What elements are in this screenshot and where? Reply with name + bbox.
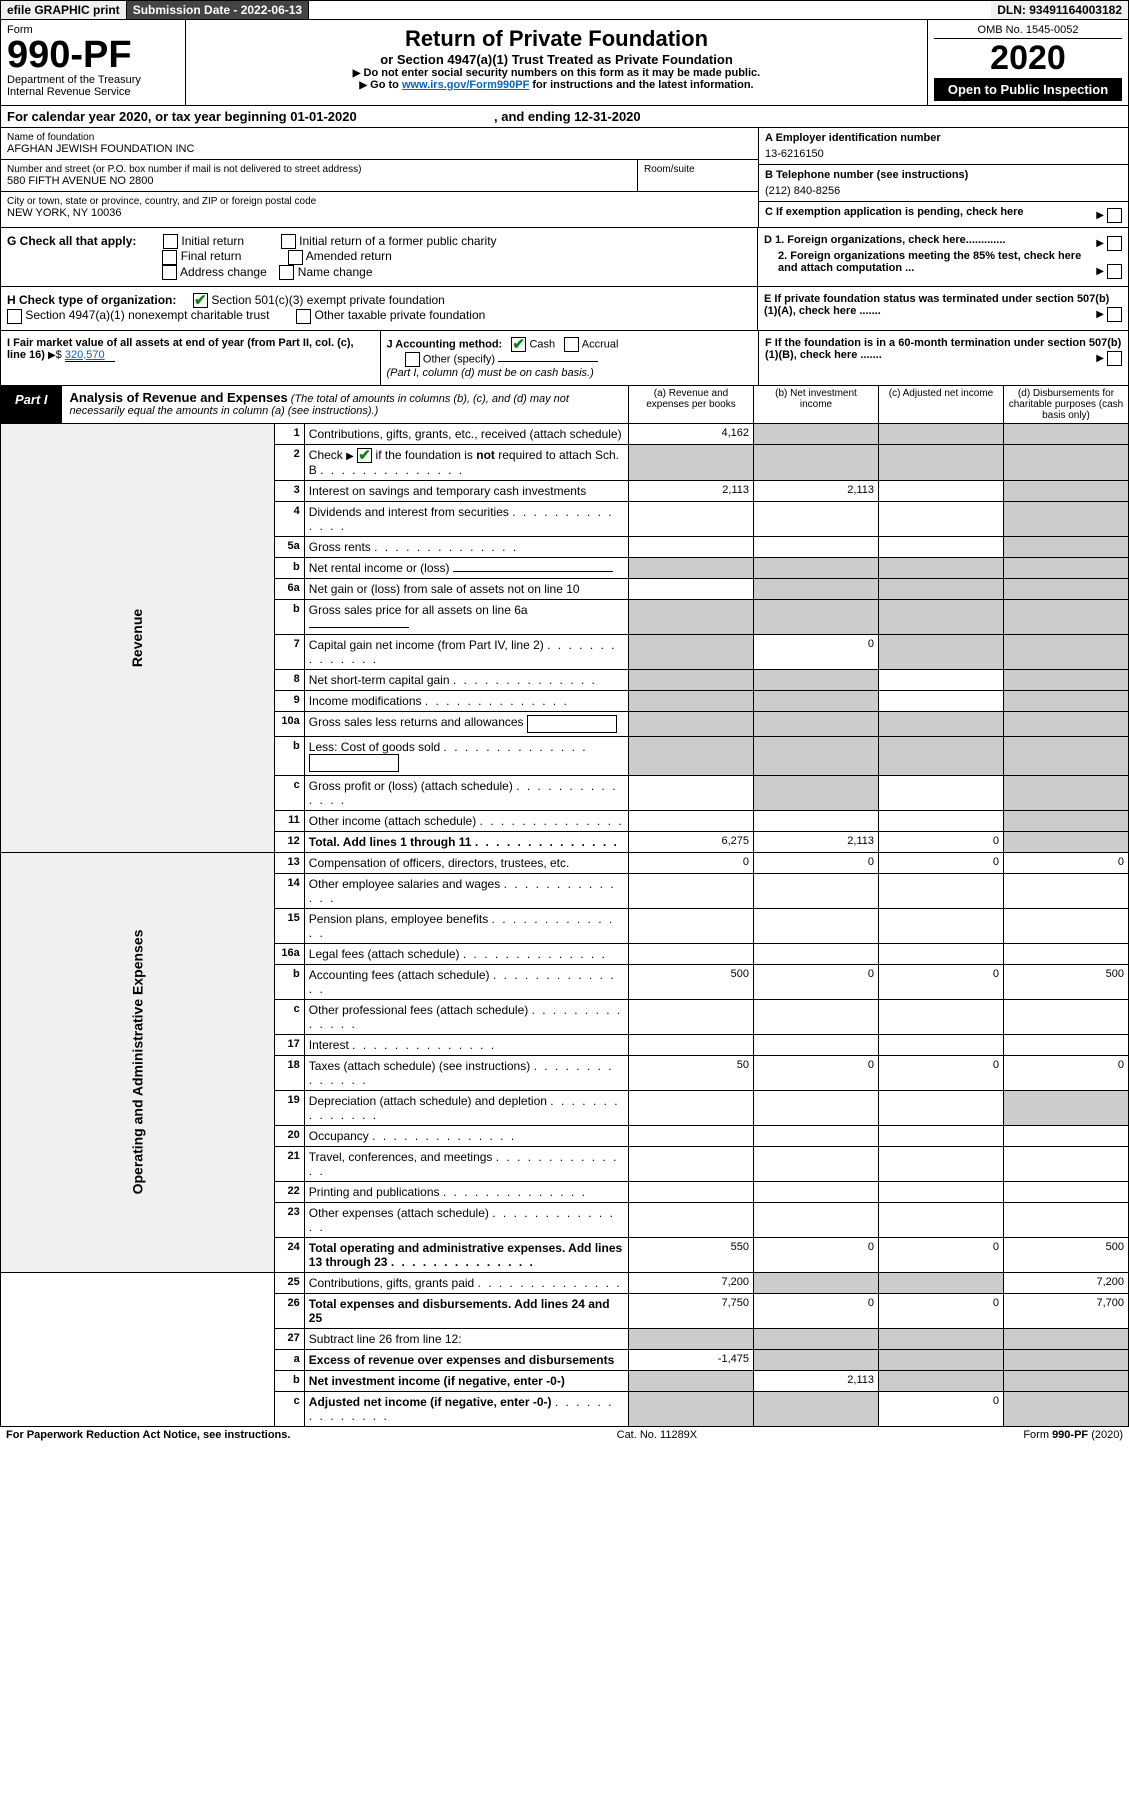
tax-year: 2020: [934, 39, 1122, 78]
f-block: F If the foundation is in a 60-month ter…: [758, 331, 1128, 385]
d1-checkbox[interactable]: [1107, 236, 1122, 251]
telephone-value: (212) 840-8256: [765, 181, 1122, 197]
g-initial-former-checkbox[interactable]: [281, 234, 296, 249]
opex-rotated-label: Operating and Administrative Expenses: [129, 930, 145, 1195]
revenue-rotated-label: Revenue: [129, 609, 145, 667]
table-row: Revenue 1Contributions, gifts, grants, e…: [1, 424, 1129, 445]
omb-number: OMB No. 1545-0052: [934, 24, 1122, 39]
dln: DLN: 93491164003182: [991, 1, 1128, 19]
h-other-taxable-checkbox[interactable]: [296, 309, 311, 324]
top-bar: efile GRAPHIC print Submission Date - 20…: [0, 0, 1129, 20]
e-checkbox[interactable]: [1107, 307, 1122, 322]
calendar-year-row: For calendar year 2020, or tax year begi…: [0, 106, 1129, 128]
form-number: 990-PF: [7, 36, 179, 74]
header-center: Return of Private Foundation or Section …: [186, 20, 928, 105]
address-cell: Number and street (or P.O. box number if…: [1, 160, 638, 191]
catalog-number: Cat. No. 11289X: [617, 1429, 698, 1441]
foundation-name: AFGHAN JEWISH FOUNDATION INC: [7, 143, 752, 155]
g-address-change-checkbox[interactable]: [162, 265, 177, 280]
form-ref: Form 990-PF (2020): [1023, 1429, 1123, 1441]
h-check-block: H Check type of organization: Section 50…: [1, 287, 758, 330]
c-exemption-pending: C If exemption application is pending, c…: [759, 202, 1128, 227]
g-check-block: G Check all that apply: Initial return I…: [1, 228, 758, 286]
part1-desc: Analysis of Revenue and Expenses (The to…: [62, 386, 628, 423]
bullet-link-row: Go to www.irs.gov/Form990PF for instruct…: [192, 79, 921, 91]
street-address: 580 FIFTH AVENUE NO 2800: [7, 175, 631, 187]
fmv-link[interactable]: 320,570: [65, 349, 115, 362]
g-final-return-checkbox[interactable]: [162, 250, 177, 265]
dept-treasury: Department of the Treasury: [7, 74, 179, 86]
j-cash-checkbox[interactable]: [511, 337, 526, 352]
open-public-badge: Open to Public Inspection: [934, 78, 1122, 101]
d-block: D 1. Foreign organizations, check here..…: [758, 228, 1128, 286]
h-501c3-checkbox[interactable]: [193, 293, 208, 308]
col-b-header: (b) Net investment income: [753, 386, 878, 423]
col-c-header: (c) Adjusted net income: [878, 386, 1003, 423]
g-name-change-checkbox[interactable]: [279, 265, 294, 280]
page-footer: For Paperwork Reduction Act Notice, see …: [0, 1427, 1129, 1443]
f-checkbox[interactable]: [1107, 351, 1122, 366]
city-state-zip: NEW YORK, NY 10036: [7, 207, 752, 219]
name-cell: Name of foundation AFGHAN JEWISH FOUNDAT…: [1, 128, 758, 160]
sch-b-checkbox[interactable]: [357, 448, 372, 463]
form-subtitle: or Section 4947(a)(1) Trust Treated as P…: [192, 52, 921, 67]
j-accrual-checkbox[interactable]: [564, 337, 579, 352]
g-label: G Check all that apply:: [7, 234, 136, 248]
header-left: Form 990-PF Department of the Treasury I…: [1, 20, 186, 105]
col-a-header: (a) Revenue and expenses per books: [628, 386, 753, 423]
efile-print-button[interactable]: efile GRAPHIC print: [1, 1, 127, 19]
paperwork-notice: For Paperwork Reduction Act Notice, see …: [6, 1429, 290, 1441]
ijf-row: I Fair market value of all assets at end…: [0, 331, 1129, 386]
j-other-checkbox[interactable]: [405, 352, 420, 367]
g-amended-checkbox[interactable]: [288, 250, 303, 265]
e-block: E If private foundation status was termi…: [758, 287, 1128, 330]
table-row: 25Contributions, gifts, grants paid 7,20…: [1, 1272, 1129, 1293]
h-4947-checkbox[interactable]: [7, 309, 22, 324]
ein-cell: A Employer identification number 13-6216…: [759, 128, 1128, 165]
col-d-header: (d) Disbursements for charitable purpose…: [1003, 386, 1128, 423]
j-accounting-block: J Accounting method: Cash Accrual Other …: [380, 331, 759, 385]
bullet-warn: Do not enter social security numbers on …: [192, 67, 921, 79]
i-fmv-block: I Fair market value of all assets at end…: [1, 331, 380, 385]
telephone-cell: B Telephone number (see instructions) (2…: [759, 165, 1128, 202]
form-header: Form 990-PF Department of the Treasury I…: [0, 20, 1129, 106]
form-title: Return of Private Foundation: [192, 26, 921, 52]
part1-columns: (a) Revenue and expenses per books (b) N…: [628, 386, 1128, 423]
ein-value: 13-6216150: [765, 144, 1122, 160]
irs-label: Internal Revenue Service: [7, 86, 179, 98]
table-row: Operating and Administrative Expenses 13…: [1, 852, 1129, 873]
efile-label: efile GRAPHIC print: [7, 3, 120, 17]
part1-header: Part I Analysis of Revenue and Expenses …: [0, 386, 1129, 424]
instructions-link[interactable]: www.irs.gov/Form990PF: [402, 79, 529, 91]
header-right: OMB No. 1545-0052 2020 Open to Public In…: [928, 20, 1128, 105]
c-checkbox[interactable]: [1107, 208, 1122, 223]
g-initial-return-checkbox[interactable]: [163, 234, 178, 249]
part1-table: Revenue 1Contributions, gifts, grants, e…: [0, 424, 1129, 1427]
identity-block: Name of foundation AFGHAN JEWISH FOUNDAT…: [0, 128, 1129, 228]
city-cell: City or town, state or province, country…: [1, 192, 758, 223]
room-suite-label: Room/suite: [638, 160, 758, 191]
submission-date: Submission Date - 2022-06-13: [127, 1, 309, 19]
part1-tab: Part I: [1, 386, 62, 423]
d2-checkbox[interactable]: [1107, 264, 1122, 279]
